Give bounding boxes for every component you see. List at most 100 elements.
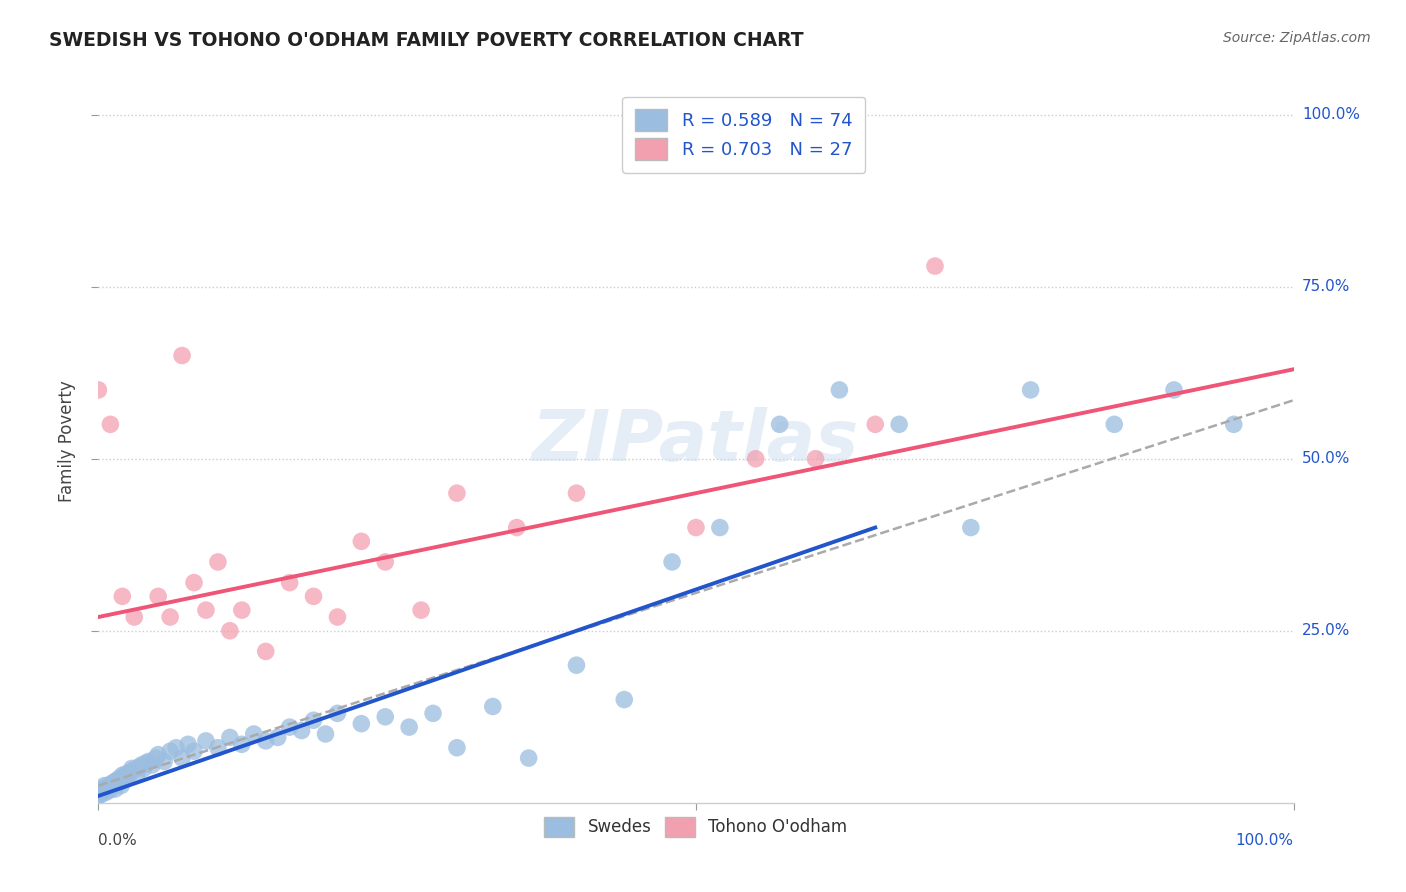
- Point: [115, 767, 138, 781]
- Point: [517, 751, 540, 765]
- Text: 75.0%: 75.0%: [1302, 279, 1350, 294]
- Point: [231, 603, 253, 617]
- Point: [1223, 417, 1246, 432]
- Point: [98, 783, 121, 797]
- Point: [103, 775, 125, 789]
- Point: [128, 760, 150, 774]
- Point: [446, 740, 468, 755]
- Point: [107, 776, 129, 790]
- Point: [411, 603, 433, 617]
- Point: [254, 734, 277, 748]
- Text: 25.0%: 25.0%: [1302, 624, 1350, 639]
- Point: [422, 706, 444, 721]
- Point: [159, 744, 181, 758]
- Legend: Swedes, Tohono O'odham: Swedes, Tohono O'odham: [533, 805, 859, 848]
- Text: 50.0%: 50.0%: [1302, 451, 1350, 467]
- Point: [924, 259, 946, 273]
- Point: [661, 555, 683, 569]
- Point: [159, 610, 181, 624]
- Point: [124, 610, 146, 624]
- Point: [87, 789, 110, 803]
- Point: [89, 785, 111, 799]
- Point: [565, 486, 588, 500]
- Point: [960, 520, 983, 534]
- Point: [177, 737, 200, 751]
- Point: [111, 768, 134, 782]
- Point: [112, 772, 135, 786]
- Point: [326, 706, 349, 721]
- Point: [131, 758, 153, 772]
- Point: [254, 644, 277, 658]
- Point: [828, 383, 851, 397]
- Point: [148, 590, 170, 604]
- Point: [350, 534, 373, 549]
- Point: [207, 740, 229, 755]
- Text: ZIPatlas: ZIPatlas: [533, 407, 859, 476]
- Point: [745, 451, 768, 466]
- Point: [350, 716, 373, 731]
- Point: [120, 764, 142, 779]
- Point: [97, 779, 120, 793]
- Point: [105, 773, 128, 788]
- Point: [183, 575, 205, 590]
- Point: [121, 761, 143, 775]
- Point: [138, 755, 160, 769]
- Point: [94, 785, 117, 799]
- Point: [183, 744, 205, 758]
- Point: [114, 770, 136, 784]
- Point: [132, 761, 155, 775]
- Point: [111, 590, 134, 604]
- Point: [889, 417, 911, 432]
- Point: [865, 417, 887, 432]
- Point: [124, 763, 146, 777]
- Point: [195, 734, 218, 748]
- Point: [172, 349, 194, 363]
- Point: [96, 782, 118, 797]
- Y-axis label: Family Poverty: Family Poverty: [58, 381, 76, 502]
- Point: [117, 768, 139, 782]
- Point: [243, 727, 266, 741]
- Point: [93, 779, 115, 793]
- Point: [100, 776, 122, 790]
- Point: [98, 780, 122, 795]
- Point: [141, 758, 163, 772]
- Point: [104, 782, 127, 797]
- Text: 0.0%: 0.0%: [98, 833, 138, 848]
- Point: [153, 755, 176, 769]
- Point: [267, 731, 290, 745]
- Point: [506, 520, 529, 534]
- Point: [613, 692, 636, 706]
- Point: [90, 788, 112, 802]
- Point: [374, 555, 396, 569]
- Point: [101, 779, 124, 793]
- Point: [291, 723, 314, 738]
- Point: [768, 417, 790, 432]
- Point: [804, 451, 827, 466]
- Point: [685, 520, 707, 534]
- Point: [398, 720, 420, 734]
- Point: [91, 782, 114, 797]
- Point: [231, 737, 253, 751]
- Text: SWEDISH VS TOHONO O'ODHAM FAMILY POVERTY CORRELATION CHART: SWEDISH VS TOHONO O'ODHAM FAMILY POVERTY…: [49, 31, 804, 50]
- Point: [302, 590, 325, 604]
- Text: Source: ZipAtlas.com: Source: ZipAtlas.com: [1223, 31, 1371, 45]
- Point: [278, 575, 301, 590]
- Point: [148, 747, 170, 762]
- Point: [195, 603, 218, 617]
- Point: [219, 624, 242, 638]
- Point: [135, 756, 157, 770]
- Point: [1019, 383, 1042, 397]
- Point: [172, 751, 194, 765]
- Point: [145, 751, 167, 765]
- Point: [446, 486, 468, 500]
- Point: [302, 713, 325, 727]
- Point: [219, 731, 242, 745]
- Point: [374, 710, 396, 724]
- Point: [165, 740, 187, 755]
- Point: [98, 417, 122, 432]
- Point: [709, 520, 731, 534]
- Point: [278, 720, 301, 734]
- Point: [125, 768, 148, 782]
- Point: [110, 779, 132, 793]
- Text: 100.0%: 100.0%: [1236, 833, 1294, 848]
